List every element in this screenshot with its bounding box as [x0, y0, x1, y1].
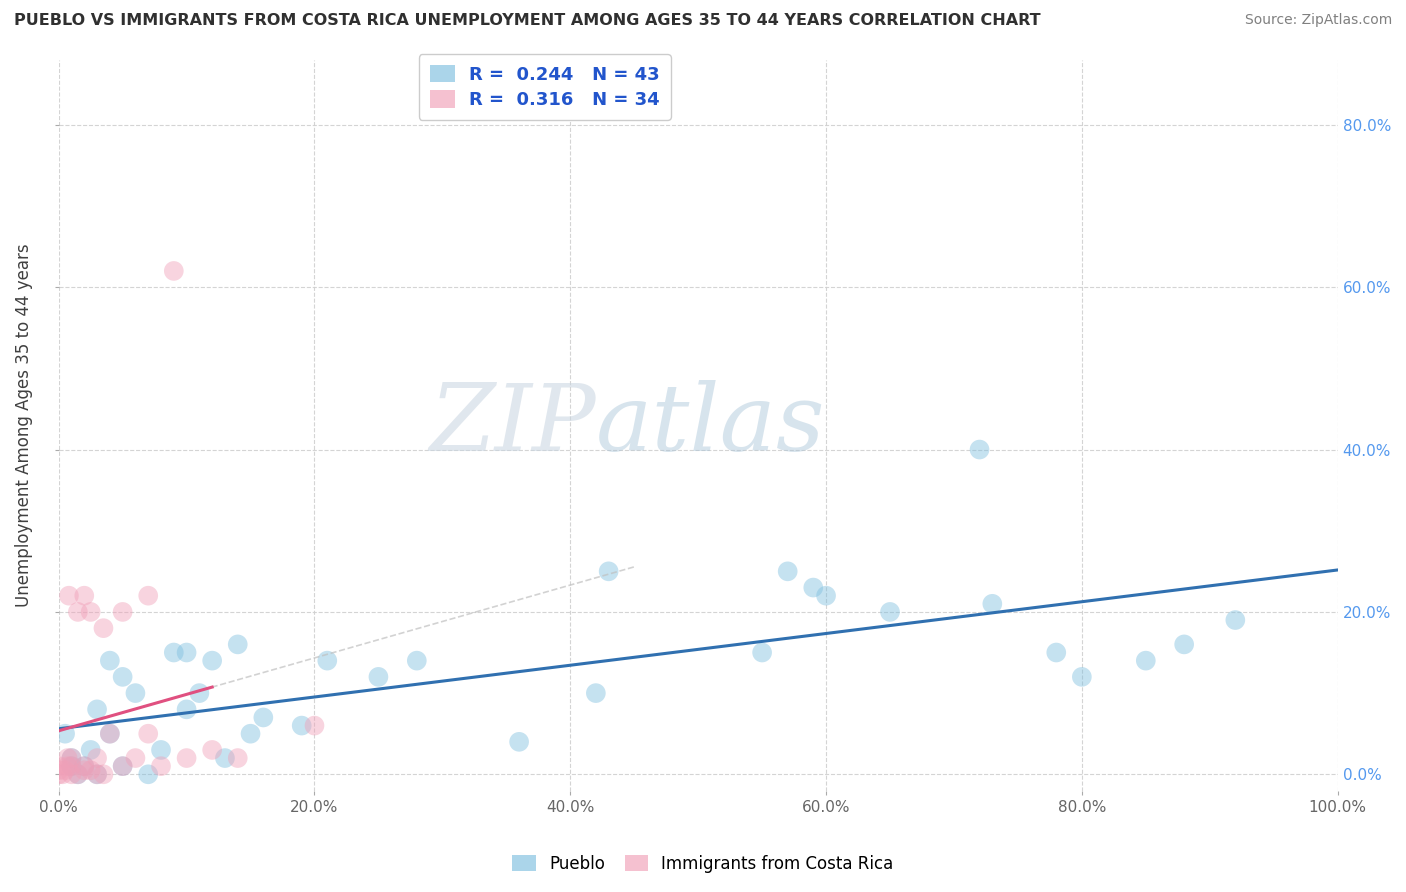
Point — [367, 670, 389, 684]
Point — [163, 646, 186, 660]
Point — [51, 767, 73, 781]
Point — [801, 581, 824, 595]
Point — [405, 654, 427, 668]
Point — [66, 767, 89, 781]
Point — [98, 727, 121, 741]
Point — [48, 767, 70, 781]
Point — [150, 743, 173, 757]
Point — [1070, 670, 1092, 684]
Point — [66, 767, 89, 781]
Point — [60, 767, 83, 781]
Point — [60, 751, 83, 765]
Text: atlas: atlas — [596, 380, 825, 470]
Point — [73, 763, 96, 777]
Point — [53, 727, 76, 741]
Point — [73, 759, 96, 773]
Point — [981, 597, 1004, 611]
Text: Source: ZipAtlas.com: Source: ZipAtlas.com — [1244, 13, 1392, 28]
Point — [79, 743, 101, 757]
Point — [188, 686, 211, 700]
Point — [776, 565, 799, 579]
Point — [124, 751, 146, 765]
Point — [66, 605, 89, 619]
Point — [93, 621, 115, 635]
Point — [86, 702, 108, 716]
Point — [124, 686, 146, 700]
Point — [252, 710, 274, 724]
Point — [111, 670, 134, 684]
Point — [136, 727, 159, 741]
Point — [98, 727, 121, 741]
Point — [201, 654, 224, 668]
Point — [111, 605, 134, 619]
Point — [226, 637, 249, 651]
Point — [1225, 613, 1247, 627]
Point — [79, 763, 101, 777]
Point — [136, 589, 159, 603]
Point — [73, 759, 96, 773]
Point — [585, 686, 607, 700]
Point — [93, 767, 115, 781]
Point — [60, 759, 83, 773]
Point — [201, 743, 224, 757]
Point — [86, 767, 108, 781]
Point — [56, 759, 79, 773]
Point — [136, 767, 159, 781]
Point — [304, 718, 326, 732]
Text: ZIP: ZIP — [429, 380, 596, 470]
Point — [1045, 646, 1067, 660]
Point — [214, 751, 236, 765]
Y-axis label: Unemployment Among Ages 35 to 44 years: Unemployment Among Ages 35 to 44 years — [15, 244, 32, 607]
Point — [751, 646, 773, 660]
Point — [316, 654, 339, 668]
Point — [879, 605, 901, 619]
Point — [53, 763, 76, 777]
Text: PUEBLO VS IMMIGRANTS FROM COSTA RICA UNEMPLOYMENT AMONG AGES 35 TO 44 YEARS CORR: PUEBLO VS IMMIGRANTS FROM COSTA RICA UNE… — [14, 13, 1040, 29]
Point — [969, 442, 991, 457]
Point — [79, 605, 101, 619]
Point — [1173, 637, 1195, 651]
Legend: Pueblo, Immigrants from Costa Rica: Pueblo, Immigrants from Costa Rica — [506, 848, 900, 880]
Point — [508, 735, 530, 749]
Point — [176, 702, 198, 716]
Point — [226, 751, 249, 765]
Point — [86, 751, 108, 765]
Point — [815, 589, 838, 603]
Point — [150, 759, 173, 773]
Point — [598, 565, 620, 579]
Point — [73, 589, 96, 603]
Point — [239, 727, 262, 741]
Point — [60, 759, 83, 773]
Point — [56, 751, 79, 765]
Point — [48, 759, 70, 773]
Point — [176, 646, 198, 660]
Point — [48, 763, 70, 777]
Point — [98, 654, 121, 668]
Point — [111, 759, 134, 773]
Point — [111, 759, 134, 773]
Point — [86, 767, 108, 781]
Point — [163, 264, 186, 278]
Point — [291, 718, 314, 732]
Point — [60, 751, 83, 765]
Point — [1135, 654, 1157, 668]
Legend: R =  0.244   N = 43, R =  0.316   N = 34: R = 0.244 N = 43, R = 0.316 N = 34 — [419, 54, 671, 120]
Point — [176, 751, 198, 765]
Point — [58, 589, 80, 603]
